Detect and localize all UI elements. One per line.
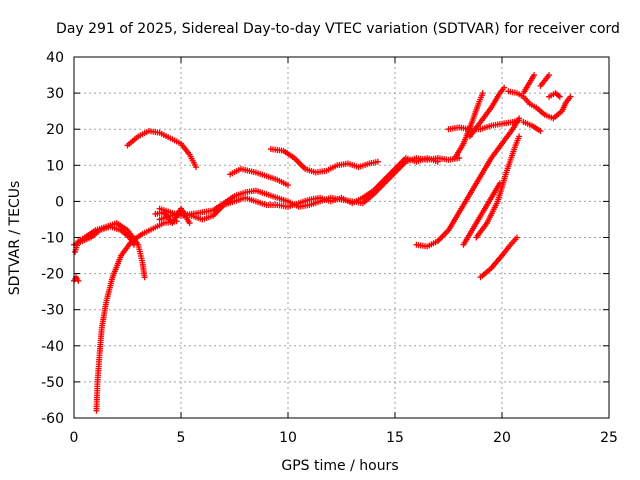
data-series xyxy=(93,218,180,414)
y-tick-label: -40 xyxy=(41,339,64,355)
data-point xyxy=(434,158,441,165)
data-series xyxy=(537,72,553,89)
data-point xyxy=(513,234,520,241)
data-point xyxy=(374,158,381,165)
data-series xyxy=(520,118,544,135)
data-series xyxy=(71,223,137,248)
y-tick-label: -30 xyxy=(41,303,64,319)
data-series xyxy=(124,128,199,171)
data-series xyxy=(466,84,508,140)
data-points xyxy=(71,72,574,414)
data-series xyxy=(227,165,291,189)
x-tick-label: 25 xyxy=(600,430,618,446)
x-tick-label: 0 xyxy=(70,430,79,446)
data-point xyxy=(186,220,193,227)
x-tick-labels: 0 5 10 15 20 25 xyxy=(70,430,618,446)
data-point xyxy=(556,93,563,100)
data-series xyxy=(156,155,441,223)
y-tick-label: -20 xyxy=(41,267,64,283)
y-tick-label: -10 xyxy=(41,231,64,247)
y-tick-label: 30 xyxy=(46,86,64,102)
data-point xyxy=(537,128,544,135)
data-series xyxy=(460,180,503,248)
data-point xyxy=(141,274,148,281)
data-series xyxy=(505,88,574,122)
y-tick-label: 20 xyxy=(46,122,64,138)
data-series xyxy=(473,133,523,241)
y-tick-label: -50 xyxy=(41,375,64,391)
data-point xyxy=(516,133,523,140)
data-point xyxy=(130,241,137,248)
data-point xyxy=(501,84,508,91)
data-series xyxy=(520,72,538,97)
x-axis-label: GPS time / hours xyxy=(281,458,398,474)
data-point xyxy=(516,117,523,124)
y-tick-label: -60 xyxy=(41,411,64,427)
data-series xyxy=(413,115,523,250)
data-series xyxy=(152,205,193,227)
data-series xyxy=(546,90,563,100)
y-tick-label: 40 xyxy=(46,50,64,66)
data-series xyxy=(71,274,82,284)
data-point xyxy=(567,93,574,100)
y-tick-labels: -60 -50 -40 -30 -20 -10 0 10 20 30 40 xyxy=(41,50,64,427)
chart-title: Day 291 of 2025, Sidereal Day-to-day VTE… xyxy=(56,21,620,37)
grid-lines xyxy=(74,57,609,418)
x-tick-label: 20 xyxy=(493,430,511,446)
y-tick-label: 0 xyxy=(55,194,64,210)
data-point xyxy=(531,72,538,79)
data-point xyxy=(285,182,291,189)
x-tick-label: 10 xyxy=(279,430,297,446)
x-tick-label: 5 xyxy=(177,430,186,446)
axis-ticks xyxy=(73,56,610,419)
data-point xyxy=(75,277,82,284)
y-tick-label: 10 xyxy=(46,158,64,174)
data-point xyxy=(546,72,553,79)
data-series xyxy=(267,146,381,176)
data-series xyxy=(477,234,520,281)
data-point xyxy=(192,164,199,171)
data-point xyxy=(479,90,486,97)
y-axis-label: SDTVAR / TECUs xyxy=(7,181,23,296)
x-tick-label: 15 xyxy=(386,430,404,446)
data-series xyxy=(451,90,486,162)
